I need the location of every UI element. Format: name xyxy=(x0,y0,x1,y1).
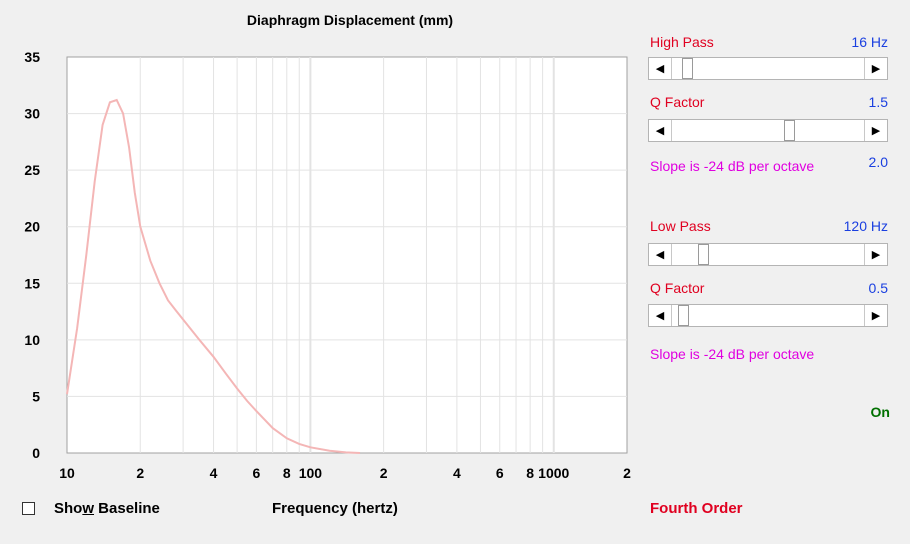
high-pass-value: 16 Hz xyxy=(851,34,888,50)
y-tick-label: 25 xyxy=(24,162,40,178)
x-tick-label: 8 xyxy=(283,465,291,481)
scroll-right-arrow-icon[interactable]: ▶ xyxy=(864,244,887,265)
chart-title: Diaphragm Displacement (mm) xyxy=(246,12,454,28)
low-q-scrollbar[interactable]: ◀ ▶ xyxy=(648,304,888,327)
y-tick-label: 15 xyxy=(24,275,40,291)
x-tick-label: 8 xyxy=(526,465,534,481)
x-tick-label: 10 xyxy=(59,465,75,481)
x-tick-label: 2 xyxy=(380,465,388,481)
x-tick-label: 4 xyxy=(453,465,461,481)
scroll-left-arrow-icon[interactable]: ◀ xyxy=(649,305,672,326)
x-tick-label: 6 xyxy=(496,465,504,481)
x-tick-label: 1000 xyxy=(538,465,569,481)
high-slope-value: 2.0 xyxy=(868,154,888,170)
y-tick-label: 35 xyxy=(24,49,40,65)
displacement-curve xyxy=(66,98,361,454)
low-q-thumb[interactable] xyxy=(678,305,690,326)
y-tick-label: 30 xyxy=(24,106,40,122)
high-q-thumb[interactable] xyxy=(784,120,796,141)
high-pass-scrollbar[interactable]: ◀ ▶ xyxy=(648,57,888,80)
high-q-label: Q Factor xyxy=(650,94,705,110)
scroll-left-arrow-icon[interactable]: ◀ xyxy=(649,244,672,265)
scroll-right-arrow-icon[interactable]: ▶ xyxy=(864,120,887,141)
y-tick-label: 20 xyxy=(24,219,40,235)
low-q-label: Q Factor xyxy=(650,280,705,296)
x-tick-label: 2 xyxy=(136,465,144,481)
plot-area xyxy=(66,56,628,454)
x-tick-label: 6 xyxy=(252,465,260,481)
x-tick-label: 100 xyxy=(299,465,323,481)
low-pass-scrollbar[interactable]: ◀ ▶ xyxy=(648,243,888,266)
show-baseline-label[interactable]: Show Baseline xyxy=(54,500,160,517)
low-pass-value: 120 Hz xyxy=(843,218,888,234)
high-pass-label: High Pass xyxy=(650,34,714,50)
high-slope-text: Slope is -24 dB per octave xyxy=(650,158,815,174)
low-q-value: 0.5 xyxy=(868,280,888,296)
x-tick-label: 4 xyxy=(210,465,218,481)
filter-order: Fourth Order xyxy=(650,500,743,517)
high-pass-thumb[interactable] xyxy=(681,58,693,79)
high-q-value: 1.5 xyxy=(868,94,888,110)
show-baseline-checkbox[interactable] xyxy=(22,502,35,515)
y-tick-label: 0 xyxy=(32,445,40,461)
x-tick-label: 2 xyxy=(623,465,631,481)
scroll-left-arrow-icon[interactable]: ◀ xyxy=(649,120,672,141)
filter-status: On xyxy=(870,404,890,420)
low-pass-thumb[interactable] xyxy=(698,244,710,265)
low-slope-text: Slope is -24 dB per octave xyxy=(650,346,815,362)
x-axis-label: Frequency (hertz) xyxy=(272,500,398,517)
high-q-scrollbar[interactable]: ◀ ▶ xyxy=(648,119,888,142)
scroll-left-arrow-icon[interactable]: ◀ xyxy=(649,58,672,79)
y-tick-label: 5 xyxy=(32,388,40,404)
y-tick-label: 10 xyxy=(24,332,40,348)
scroll-right-arrow-icon[interactable]: ▶ xyxy=(864,305,887,326)
scroll-right-arrow-icon[interactable]: ▶ xyxy=(864,58,887,79)
low-pass-label: Low Pass xyxy=(650,218,711,234)
